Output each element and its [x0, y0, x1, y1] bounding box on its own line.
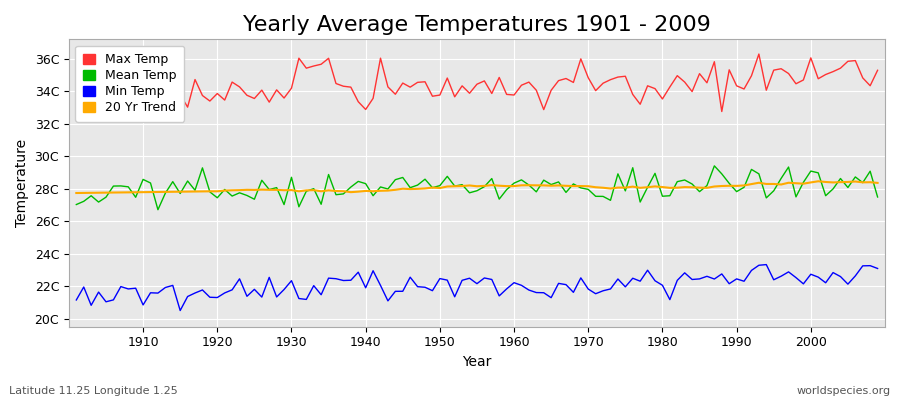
Text: Latitude 11.25 Longitude 1.25: Latitude 11.25 Longitude 1.25: [9, 386, 178, 396]
Title: Yearly Average Temperatures 1901 - 2009: Yearly Average Temperatures 1901 - 2009: [243, 15, 711, 35]
Legend: Max Temp, Mean Temp, Min Temp, 20 Yr Trend: Max Temp, Mean Temp, Min Temp, 20 Yr Tre…: [76, 46, 184, 122]
X-axis label: Year: Year: [463, 355, 491, 369]
Y-axis label: Temperature: Temperature: [15, 139, 29, 227]
Text: worldspecies.org: worldspecies.org: [796, 386, 891, 396]
